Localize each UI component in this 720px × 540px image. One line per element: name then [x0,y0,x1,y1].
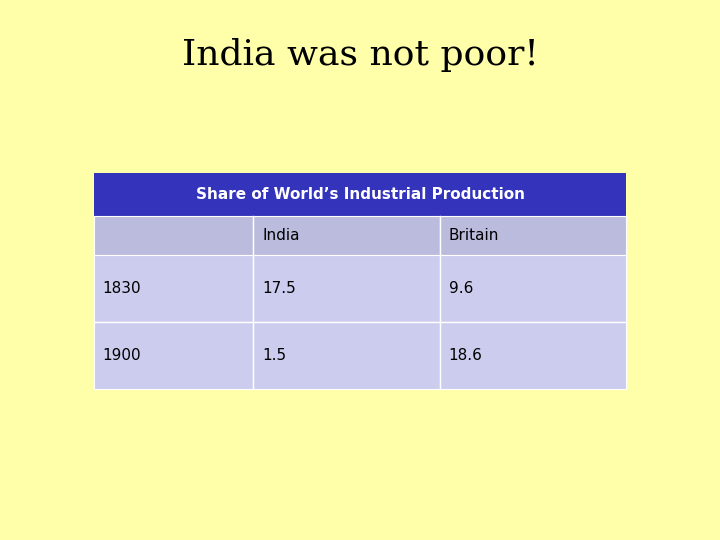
Text: 18.6: 18.6 [449,348,482,363]
FancyBboxPatch shape [253,255,440,322]
Text: 1.5: 1.5 [262,348,287,363]
FancyBboxPatch shape [440,322,626,389]
FancyBboxPatch shape [253,322,440,389]
Text: 9.6: 9.6 [449,281,473,296]
Text: Britain: Britain [449,228,499,243]
FancyBboxPatch shape [94,322,253,389]
FancyBboxPatch shape [94,173,626,216]
FancyBboxPatch shape [94,255,253,322]
FancyBboxPatch shape [94,216,253,255]
Text: Share of World’s Industrial Production: Share of World’s Industrial Production [196,187,524,202]
FancyBboxPatch shape [440,216,626,255]
FancyBboxPatch shape [440,255,626,322]
Text: 17.5: 17.5 [262,281,296,296]
FancyBboxPatch shape [253,216,440,255]
Text: 1900: 1900 [102,348,141,363]
Text: India: India [262,228,300,243]
Text: 1830: 1830 [102,281,141,296]
Text: India was not poor!: India was not poor! [181,38,539,72]
